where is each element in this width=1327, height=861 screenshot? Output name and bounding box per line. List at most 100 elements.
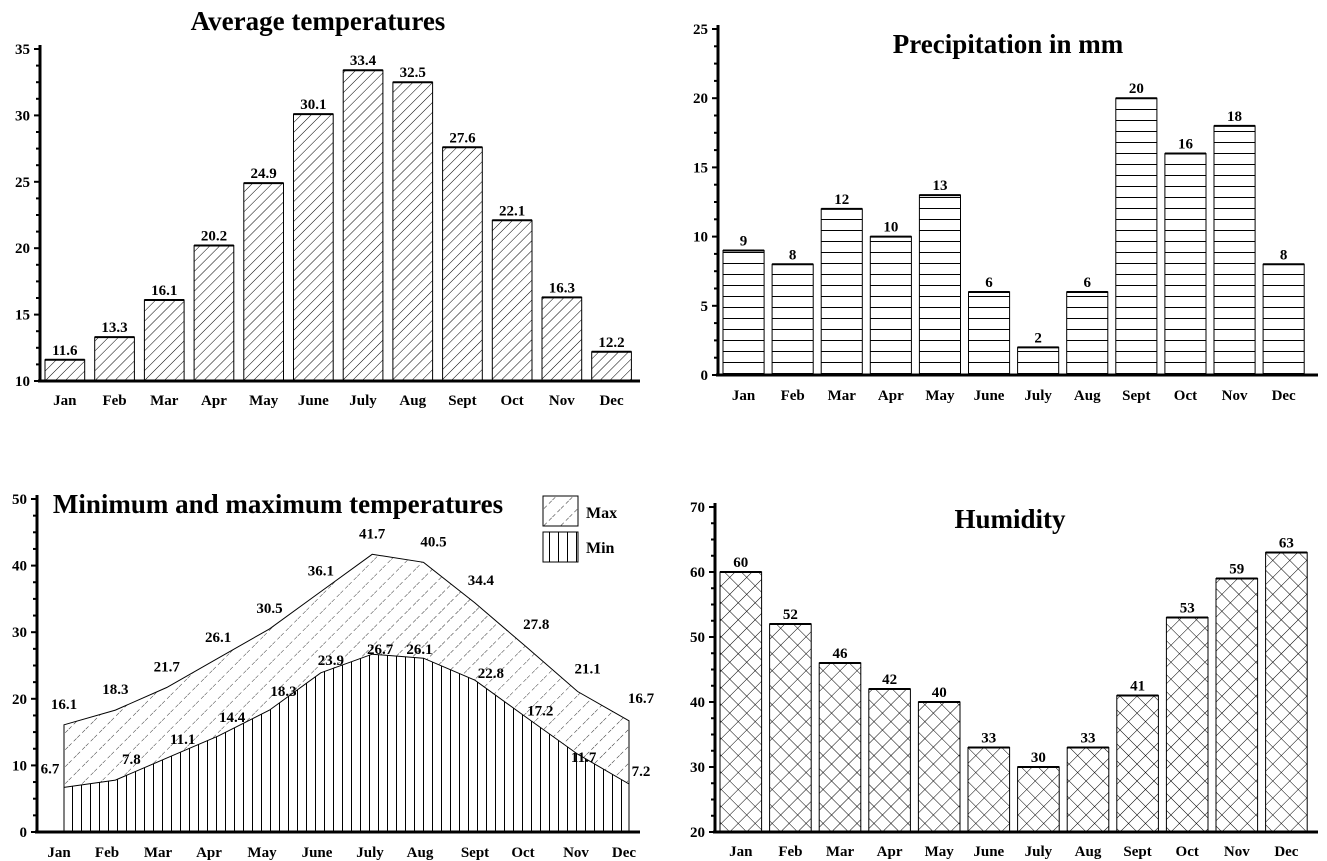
data-label: 20: [1129, 81, 1144, 97]
x-tick-label: Aug: [1075, 844, 1102, 860]
min-data-label: 26.7: [367, 642, 394, 658]
data-label: 2: [1034, 330, 1042, 346]
bar: [820, 208, 863, 376]
data-label: 12: [834, 192, 849, 208]
y-tick-label: 5: [701, 299, 709, 315]
bar: [918, 194, 962, 376]
data-label: 33: [1081, 731, 1096, 747]
x-tick-label: June: [973, 844, 1004, 860]
data-label: 59: [1229, 562, 1244, 578]
data-label: 16: [1178, 137, 1194, 153]
min-data-label: 18.3: [270, 684, 296, 700]
bar: [1215, 578, 1259, 833]
x-tick-label: Mar: [828, 388, 857, 404]
chart-title: Precipitation in mm: [893, 29, 1124, 59]
data-label: 42: [882, 672, 897, 688]
data-label: 6: [1084, 275, 1092, 291]
bar: [917, 701, 961, 833]
bar: [1116, 695, 1159, 833]
x-tick-label: Dec: [1272, 388, 1296, 404]
data-label: 52: [783, 607, 798, 623]
min-data-label: 17.2: [527, 703, 553, 719]
legend-swatch-min: [542, 531, 579, 563]
x-tick-label: Feb: [95, 845, 119, 861]
bar: [193, 245, 235, 382]
y-tick-label: 15: [15, 308, 30, 324]
x-tick-label: Oct: [511, 845, 534, 861]
x-tick-label: Apr: [877, 844, 903, 860]
x-tick-label: July: [356, 845, 384, 861]
data-label: 10: [883, 220, 898, 236]
bar: [1066, 747, 1110, 833]
min-data-label: 6.7: [41, 761, 60, 777]
x-tick-label: June: [974, 388, 1005, 404]
legend-label-max: Max: [586, 505, 617, 522]
bar: [1115, 97, 1158, 376]
x-tick-label: Jan: [732, 388, 756, 404]
max-data-label: 26.1: [205, 630, 231, 646]
bar: [719, 571, 763, 833]
bar: [94, 336, 135, 382]
bar: [442, 146, 483, 382]
average-temperatures-chart: Average temperatures 10 15 20 25 30 35 11.6 Jan 1…: [15, 6, 640, 409]
bar: [1265, 552, 1308, 833]
min-data-label: 26.1: [406, 642, 432, 658]
legend-label-min: Min: [586, 540, 615, 557]
data-label: 16.1: [151, 283, 177, 299]
x-tick-label: July: [1024, 388, 1052, 404]
bar: [722, 249, 765, 376]
y-tick-label: 20: [690, 825, 705, 841]
x-tick-label: May: [247, 845, 277, 861]
max-data-label: 21.1: [575, 661, 601, 677]
x-tick-label: Jan: [53, 393, 77, 409]
bar: [1164, 153, 1207, 376]
bar: [243, 182, 285, 382]
x-tick-label: Nov: [1224, 844, 1250, 860]
y-tick-label: 10: [693, 230, 708, 246]
y-tick-label: 70: [690, 500, 705, 516]
x-tick-label: Aug: [407, 845, 434, 861]
x-tick-label: Dec: [1274, 844, 1298, 860]
bar: [143, 299, 185, 382]
precipitation-chart: Precipitation in mm 0 5 10 15 20 25 9 Jan 8 Feb 12 M…: [693, 22, 1318, 404]
y-tick-label: 30: [15, 108, 30, 124]
bar: [1262, 263, 1305, 376]
data-label: 18: [1227, 109, 1242, 125]
data-label: 20.2: [201, 229, 227, 245]
y-tick-label: 20: [12, 692, 27, 708]
max-data-label: 18.3: [102, 682, 128, 698]
data-label: 33.4: [350, 53, 377, 69]
x-tick-label: Feb: [778, 844, 802, 860]
x-tick-label: Apr: [201, 393, 227, 409]
x-tick-label: Apr: [196, 845, 222, 861]
bar: [293, 113, 334, 382]
data-label: 24.9: [251, 166, 277, 182]
min-max-temperatures-chart: Minimum and maximum temperatures 0 10 20 30 4…: [12, 489, 655, 861]
y-tick-label: 0: [701, 368, 709, 384]
bar: [967, 747, 1011, 833]
max-data-label: 16.1: [51, 697, 77, 713]
x-tick-label: Jan: [729, 844, 753, 860]
humidity-chart: Humidity 20 30 40 50 60 70 60 Jan 52 Feb 46 Mar 42 Apr…: [690, 500, 1318, 860]
min-data-label: 11.1: [170, 732, 195, 748]
chart-title: Average temperatures: [191, 6, 446, 36]
bar: [968, 291, 1011, 376]
max-data-label: 21.7: [154, 659, 181, 675]
x-tick-label: Feb: [781, 388, 805, 404]
data-label: 12.2: [598, 335, 624, 351]
x-tick-label: Mar: [150, 393, 179, 409]
x-tick-label: July: [1025, 844, 1053, 860]
x-tick-label: June: [298, 393, 329, 409]
y-tick-label: 50: [690, 630, 705, 646]
x-tick-label: June: [302, 845, 333, 861]
bar: [769, 623, 812, 833]
bar: [818, 662, 862, 833]
min-data-label: 22.8: [478, 666, 504, 682]
y-tick-label: 25: [15, 175, 30, 191]
min-data-label: 7.2: [632, 764, 651, 780]
max-data-label: 16.7: [628, 691, 655, 707]
y-tick-label: 25: [693, 22, 708, 38]
y-tick-label: 20: [693, 91, 708, 107]
max-data-label: 34.4: [468, 573, 495, 589]
